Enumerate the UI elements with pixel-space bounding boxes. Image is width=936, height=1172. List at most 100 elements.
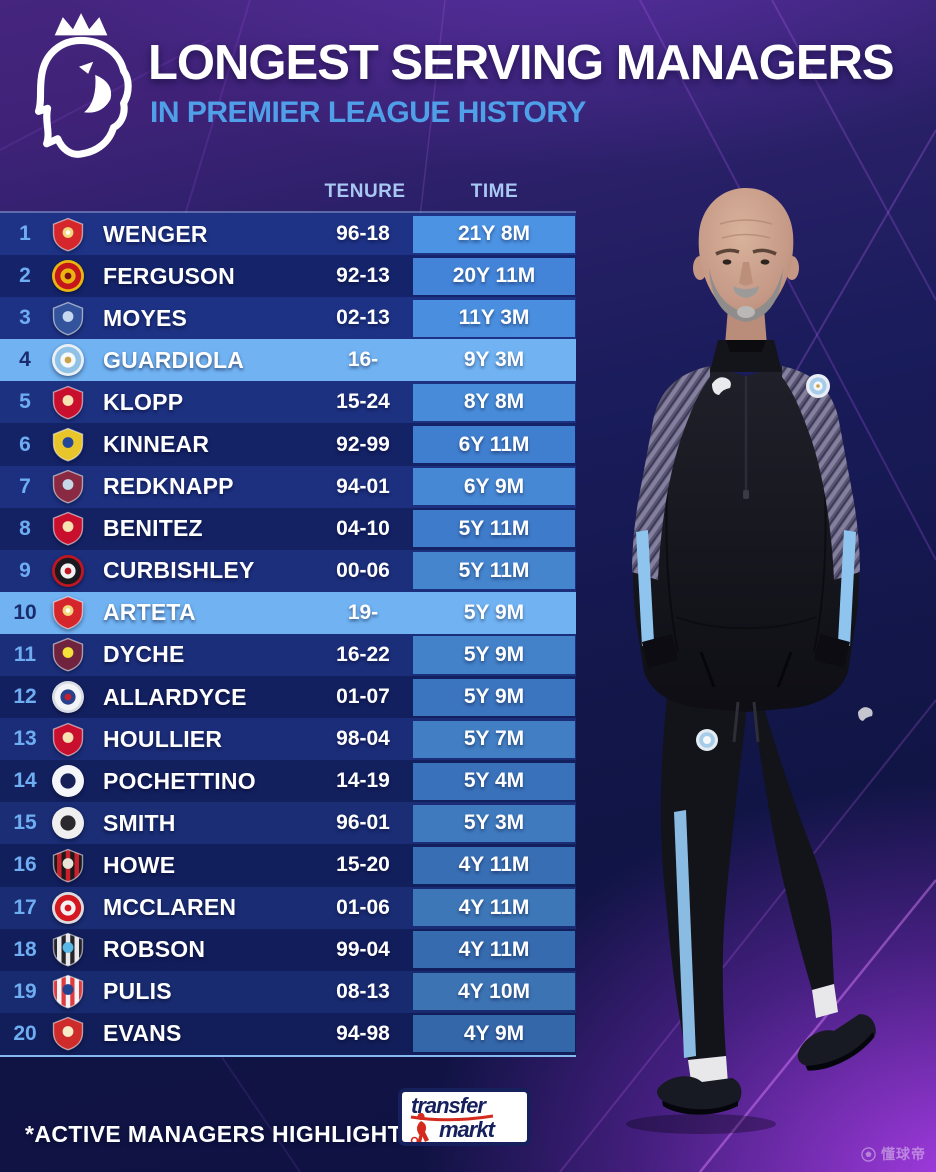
- manager-name: KLOPP: [103, 388, 184, 415]
- rank-label: 17: [13, 895, 37, 919]
- crest-middlesbrough-icon: [50, 890, 86, 926]
- time-value: 5Y 9M: [413, 678, 575, 716]
- rank-label: 10: [13, 600, 37, 624]
- watermark: 懂球帝: [861, 1144, 926, 1164]
- table-row: 15 SMITH 96-01 5Y 3M: [0, 802, 576, 845]
- time-value: 20Y 11M: [413, 257, 575, 295]
- time-cell: 6Y 11M: [413, 423, 576, 465]
- time-cell: 11Y 3M: [413, 297, 576, 339]
- table-row: 11 DYCHE 16-22 5Y 9M: [0, 633, 576, 677]
- time-cell: 4Y 11M: [413, 887, 576, 929]
- time-cell: 9Y 3M: [413, 339, 576, 381]
- time-cell: 4Y 10M: [413, 971, 576, 1013]
- table-row: 1 WENGER 96-18 21Y 8M: [0, 213, 576, 256]
- manager-name: POCHETTINO: [103, 767, 256, 794]
- crest-wimbledon-icon: [50, 427, 86, 463]
- tenure-value: 16-: [347, 348, 379, 372]
- table-row: 14 POCHETTINO 14-19 5Y 4M: [0, 760, 576, 803]
- crest-charlton-athletic-icon: [50, 553, 86, 589]
- rank-label: 2: [19, 264, 31, 288]
- manager-name: WENGER: [103, 220, 208, 247]
- tenure-value: 92-99: [336, 432, 390, 456]
- tenure-value: 04-10: [336, 516, 390, 540]
- time-value: 5Y 9M: [463, 600, 525, 624]
- time-value: 6Y 11M: [413, 425, 575, 464]
- time-cell: 4Y 9M: [413, 1013, 576, 1055]
- time-value: 4Y 10M: [413, 973, 575, 1011]
- rank-label: 4: [19, 348, 31, 372]
- time-value: 5Y 3M: [413, 804, 575, 842]
- crest-everton-icon: [50, 300, 86, 336]
- table-row: 9 CURBISHLEY 00-06 5Y 11M: [0, 549, 576, 592]
- manager-name: FERGUSON: [103, 262, 235, 289]
- watermark-text: 懂球帝: [881, 1146, 926, 1162]
- time-value: 5Y 11M: [413, 552, 575, 590]
- table-row: 4 GUARDIOLA 16- 9Y 3M: [0, 339, 576, 382]
- table-row: 19 PULIS 08-13 4Y 10M: [0, 970, 576, 1013]
- rank-label: 13: [13, 727, 37, 751]
- time-value: 8Y 8M: [413, 383, 575, 421]
- tenure-value: 16-22: [336, 642, 390, 666]
- guardiola-photo: [626, 188, 876, 1134]
- manager-name: HOULLIER: [103, 725, 223, 752]
- rank-label: 11: [13, 642, 37, 666]
- tenure-value: 15-24: [336, 390, 390, 414]
- tenure-value: 01-07: [336, 685, 390, 709]
- rank-label: 12: [13, 685, 37, 709]
- table-row: 7 REDKNAPP 94-01 6Y 9M: [0, 465, 576, 508]
- time-cell: 5Y 3M: [413, 802, 576, 844]
- table-row: 18 ROBSON 99-04 4Y 11M: [0, 928, 576, 971]
- manager-name: ROBSON: [103, 936, 206, 963]
- rank-label: 19: [13, 979, 37, 1003]
- crest-liverpool-icon: [50, 721, 86, 757]
- time-cell: 5Y 9M: [413, 592, 576, 634]
- time-cell: 4Y 11M: [413, 844, 576, 886]
- football-icon: [861, 1146, 876, 1162]
- crest-stoke-city-icon: [50, 974, 86, 1010]
- page-title: LONGEST SERVING MANAGERS: [148, 36, 895, 90]
- manager-name: MOYES: [103, 304, 188, 331]
- rank-label: 5: [19, 390, 31, 414]
- tenure-value: 99-04: [336, 937, 390, 961]
- rank-label: 6: [19, 432, 31, 456]
- crest-arsenal-icon: [50, 216, 86, 252]
- manager-name: MCCLAREN: [103, 894, 237, 921]
- crest-liverpool-icon: [50, 511, 86, 547]
- table-row: 12 ALLARDYCE 01-07 5Y 9M: [0, 676, 576, 719]
- crest-arsenal-icon: [50, 595, 86, 631]
- time-value: 4Y 9M: [413, 1015, 575, 1053]
- crest-bolton-wanderers-icon: [50, 679, 86, 715]
- time-cell: 5Y 9M: [413, 634, 576, 676]
- table-row: 16 HOWE 15-20 4Y 11M: [0, 844, 576, 887]
- transfermarkt-player-icon: [410, 1112, 429, 1142]
- manager-name: ALLARDYCE: [103, 683, 247, 710]
- time-cell: 5Y 11M: [413, 550, 576, 592]
- table-row: 5 KLOPP 15-24 8Y 8M: [0, 381, 576, 424]
- tenure-value: 96-01: [336, 811, 390, 835]
- table-row: 6 KINNEAR 92-99 6Y 11M: [0, 423, 576, 466]
- table-row: 3 MOYES 02-13 11Y 3M: [0, 297, 576, 340]
- time-value: 5Y 11M: [413, 510, 575, 548]
- time-cell: 5Y 7M: [413, 718, 576, 760]
- tenure-value: 98-04: [336, 727, 390, 751]
- time-value: 9Y 3M: [463, 348, 525, 372]
- manager-name: CURBISHLEY: [103, 557, 255, 584]
- table-row: 10 ARTETA 19- 5Y 9M: [0, 591, 576, 634]
- tenure-value: 15-20: [336, 853, 390, 877]
- footnote: *ACTIVE MANAGERS HIGHLIGHTED: [25, 1121, 435, 1147]
- crest-newcastle-united-icon: [50, 932, 86, 968]
- tenure-value: 94-01: [336, 474, 390, 498]
- rank-label: 18: [13, 937, 37, 961]
- time-cell: 8Y 8M: [413, 381, 576, 423]
- tenure-value: 14-19: [336, 769, 390, 793]
- rank-label: 1: [19, 222, 31, 246]
- time-value: 11Y 3M: [413, 299, 575, 337]
- tenure-value: 19-: [347, 600, 379, 624]
- tenure-value: 01-06: [336, 895, 390, 919]
- manager-name: HOWE: [103, 851, 176, 878]
- crest-liverpool-icon: [50, 1016, 86, 1052]
- time-value: 4Y 11M: [413, 889, 575, 927]
- time-value: 5Y 4M: [413, 762, 575, 800]
- rank-label: 7: [19, 474, 31, 498]
- time-value: 5Y 9M: [413, 636, 575, 674]
